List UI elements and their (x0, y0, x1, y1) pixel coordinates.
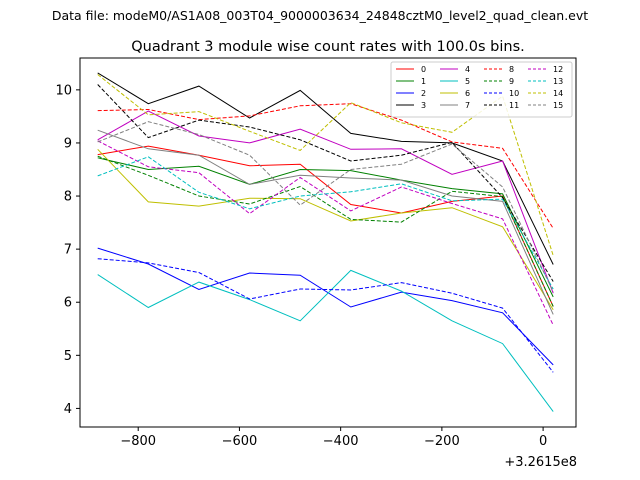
legend-label-9: 9 (509, 77, 514, 86)
y-tick-label: 6 (64, 296, 72, 311)
legend-label-10: 10 (509, 89, 519, 98)
x-axis: −800 −600 −400 −200 0 (120, 427, 547, 449)
chart-suptitle: Data file: modeM0/AS1A08_003T04_90000036… (52, 8, 588, 23)
series-line-3 (97, 72, 554, 265)
legend-label-7: 7 (465, 101, 470, 110)
plot-lines (97, 72, 554, 412)
y-tick-label: 9 (64, 136, 72, 151)
series-line-2 (97, 247, 554, 366)
x-offset-label: +3.2615e8 (504, 455, 577, 470)
y-tick-label: 5 (64, 349, 72, 364)
legend-label-2: 2 (421, 89, 426, 98)
chart-title: Quadrant 3 module wise count rates with … (131, 39, 525, 55)
series-line-9 (97, 155, 554, 307)
series-line-14 (97, 74, 554, 256)
x-tick-label: 0 (539, 434, 547, 449)
plot-frame (79, 57, 577, 428)
x-tick-label: −800 (120, 434, 156, 449)
legend-label-1: 1 (421, 77, 426, 86)
legend-label-14: 14 (553, 89, 563, 98)
series-line-4 (97, 110, 554, 294)
legend-label-6: 6 (465, 89, 470, 98)
legend-label-0: 0 (421, 65, 426, 74)
series-line-10 (97, 258, 554, 373)
series-line-1 (97, 157, 554, 298)
y-tick-label: 7 (64, 243, 72, 258)
series-line-7 (97, 129, 554, 315)
y-tick-label: 4 (64, 402, 72, 417)
series-line-13 (97, 156, 554, 290)
legend-label-13: 13 (553, 77, 563, 86)
x-tick-label: −400 (323, 434, 359, 449)
legend-label-5: 5 (465, 77, 470, 86)
legend-label-3: 3 (421, 101, 426, 110)
series-line-5 (97, 269, 554, 412)
y-tick-label: 10 (55, 83, 72, 98)
series-line-15 (97, 121, 554, 292)
series-line-6 (97, 148, 554, 310)
legend-frame (390, 61, 573, 118)
x-tick-label: −200 (424, 434, 460, 449)
series-line-8 (97, 103, 554, 229)
y-axis: 4 5 6 7 8 9 10 (55, 83, 80, 417)
x-tick-label: −600 (222, 434, 258, 449)
legend-label-8: 8 (509, 65, 514, 74)
legend-label-11: 11 (509, 101, 519, 110)
y-tick-label: 8 (64, 190, 72, 205)
legend-label-4: 4 (465, 65, 470, 74)
legend-label-15: 15 (553, 101, 563, 110)
legend-label-12: 12 (553, 65, 563, 74)
